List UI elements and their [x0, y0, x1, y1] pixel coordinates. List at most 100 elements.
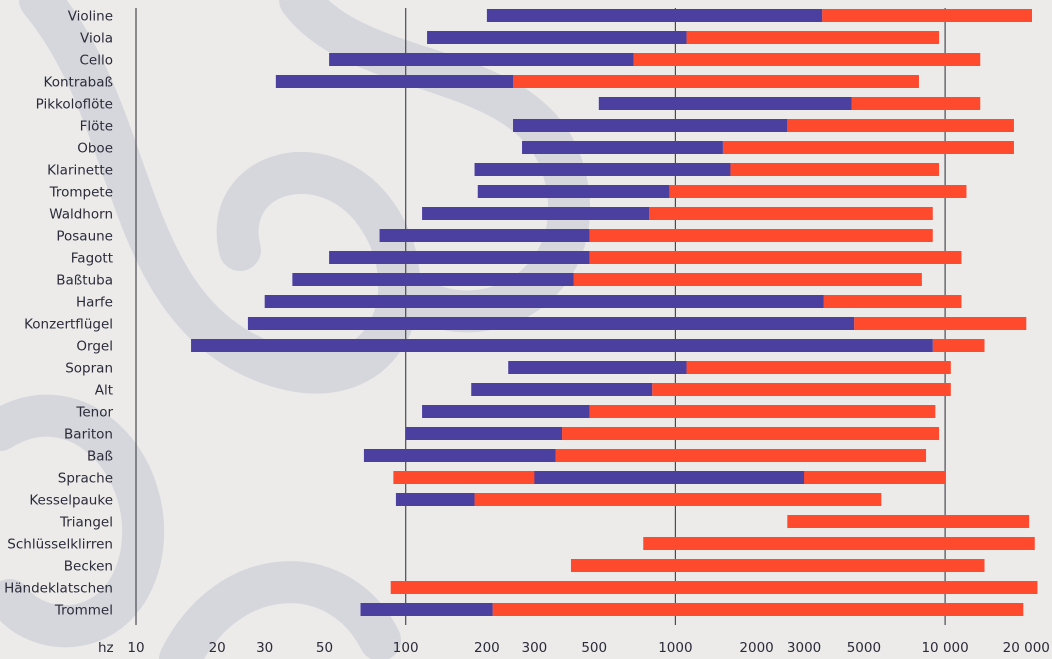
bar-overtones	[823, 295, 962, 308]
category-label: Violine	[68, 9, 113, 25]
bar-overtones	[686, 361, 951, 374]
bar-overtones	[822, 9, 1033, 22]
bar-overtones	[722, 141, 1014, 154]
bar-fundamental	[405, 427, 563, 440]
category-label: Sprache	[58, 471, 113, 487]
x-tick-label: 3000	[787, 640, 821, 656]
bar-fundamental	[329, 251, 590, 264]
bar-fundamental	[522, 141, 723, 154]
bar-overtones	[787, 515, 1030, 528]
bar-fundamental	[191, 339, 933, 352]
bar-fundamental	[363, 449, 556, 462]
x-tick-label: 100	[393, 640, 419, 656]
bar-fundamental	[534, 471, 805, 484]
category-label: Fagott	[71, 251, 113, 267]
category-label: Bariton	[64, 427, 113, 443]
category-label: Becken	[64, 559, 113, 575]
x-tick-label: 500	[581, 640, 607, 656]
bar-fundamental	[422, 207, 650, 220]
bar-overtones	[492, 603, 1024, 616]
category-label: Konzertflügel	[24, 317, 113, 333]
category-label: Alt	[95, 383, 113, 399]
category-label: Kontrabaß	[44, 75, 113, 91]
category-label: Klarinette	[47, 163, 113, 179]
category-label: Waldhorn	[49, 207, 113, 223]
x-tick-label: 10 000	[921, 640, 968, 656]
bar-fundamental	[427, 31, 687, 44]
category-label: Posaune	[56, 229, 113, 245]
bar-fundamental	[477, 185, 670, 198]
bar-overtones	[589, 405, 936, 418]
bar-overtones	[513, 75, 919, 88]
background-swirl	[0, 394, 165, 648]
bar-overtones	[633, 53, 981, 66]
x-tick-label: 20 000	[1003, 640, 1050, 656]
category-labels: Violine Viola Cello Kontrabaß Pikkoloflöte Fl…	[4, 9, 113, 619]
category-label: Flöte	[80, 119, 113, 135]
category-label: Tenor	[75, 405, 113, 421]
category-label: Sopran	[65, 361, 113, 377]
category-label: Triangel	[59, 515, 113, 531]
bar-overtones	[851, 97, 981, 110]
category-label: Trommel	[54, 603, 113, 619]
bar-overtones	[589, 251, 962, 264]
bar-fundamental	[247, 317, 855, 330]
category-label: Händeklatschen	[4, 581, 113, 597]
bars	[191, 9, 1038, 616]
x-tick-label: 20	[209, 640, 226, 656]
category-label: Pikkoloflöte	[36, 97, 113, 113]
category-label: Oboe	[77, 141, 113, 157]
bar-fundamental	[329, 53, 634, 66]
bar-fundamental	[395, 493, 475, 506]
category-label: Harfe	[76, 295, 113, 311]
bar-fundamental	[471, 383, 653, 396]
bar-overtones	[643, 537, 1035, 550]
bar-overtones	[652, 383, 951, 396]
category-label: Baßtuba	[56, 273, 113, 289]
bar-fundamental	[508, 361, 687, 374]
x-tick-label: 1000	[658, 640, 692, 656]
x-tick-label: 10	[127, 640, 144, 656]
bar-overtones	[730, 163, 940, 176]
x-unit-label: hz	[98, 640, 114, 656]
bar-fundamental	[292, 273, 574, 286]
bar-fundamental	[486, 9, 823, 22]
category-label: Kesselpauke	[29, 493, 113, 509]
x-tick-label: 50	[316, 640, 333, 656]
bar-overtones	[669, 185, 967, 198]
category-label: Schlüsselklirren	[7, 537, 113, 553]
bar-overtones	[555, 449, 927, 462]
x-tick-label: 30	[256, 640, 273, 656]
bar-overtones	[474, 493, 882, 506]
background-swirl	[279, 0, 591, 333]
bar-fundamental	[513, 119, 788, 132]
bar-overtones	[573, 273, 922, 286]
bar-overtones	[932, 339, 985, 352]
bar-overtones	[589, 229, 933, 242]
x-axis-ticks: hz 10 20 30 50 100 200 300 500 1000 2000 3000 5000 10…	[98, 640, 1050, 656]
category-label: Baß	[87, 449, 113, 465]
category-label: Trompete	[49, 185, 113, 201]
bar-overtones	[570, 559, 985, 572]
bar-fundamental	[264, 295, 824, 308]
background-swirl	[19, 0, 421, 394]
bar-overtones	[390, 581, 1038, 594]
category-label: Viola	[80, 31, 113, 47]
bar-fundamental	[360, 603, 493, 616]
x-tick-label: 200	[474, 640, 500, 656]
bar-overtones	[649, 207, 933, 220]
bar-fundamental	[474, 163, 731, 176]
category-label: Cello	[80, 53, 114, 69]
bar-overtones	[854, 317, 1027, 330]
category-label: Orgel	[76, 339, 113, 355]
x-tick-label: 5000	[847, 640, 881, 656]
bar-fundamental	[275, 75, 514, 88]
bar-fundamental	[379, 229, 590, 242]
bar-overtones	[562, 427, 940, 440]
bar-overtones	[686, 31, 940, 44]
bar-fundamental	[422, 405, 590, 418]
x-tick-label: 300	[521, 640, 547, 656]
x-tick-label: 2000	[739, 640, 773, 656]
